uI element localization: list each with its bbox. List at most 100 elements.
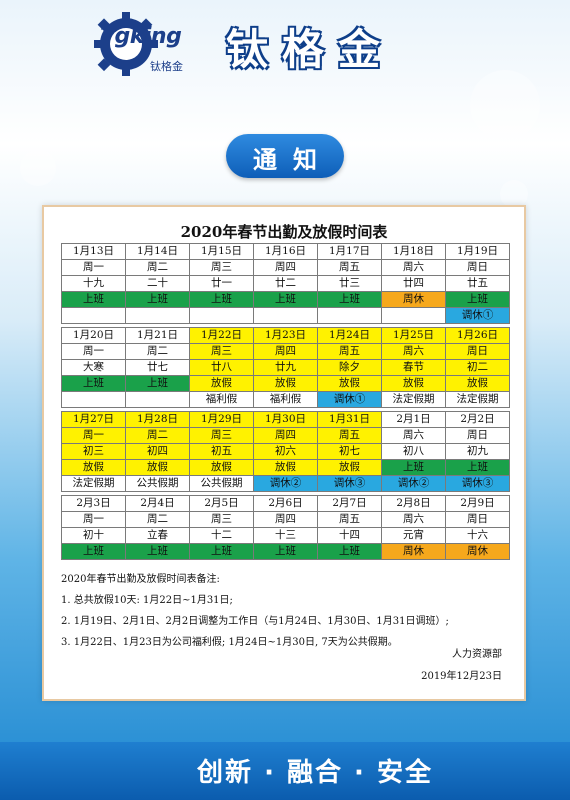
cell-weekdays: 周六 (381, 427, 446, 444)
cell-weekdays: 周一 (61, 511, 126, 528)
cell-weekdays: 周一 (61, 259, 126, 276)
cell-extra (61, 307, 126, 324)
row-dates: 1月27日 1月28日 1月29日 1月30日 1月31日 2月1日 2月2日 (61, 411, 510, 428)
cell-weekdays: 周五 (317, 343, 382, 360)
cell-dates: 1月16日 (253, 243, 318, 260)
cell-weekdays: 周六 (381, 259, 446, 276)
cell-dates: 1月18日 (381, 243, 446, 260)
cell-extra: 调休③ (445, 475, 510, 492)
row-status: 放假 放假 放假 放假 放假 上班 上班 (61, 459, 510, 476)
row-lunar: 初三 初四 初五 初六 初七 初八 初九 (61, 443, 510, 460)
note-item: 3. 1月22日、1月23日为公司福利假; 1月24日~1月30日, 7天为公共… (61, 637, 398, 648)
cell-lunar: 大寒 (61, 359, 126, 376)
cell-weekdays: 周三 (189, 259, 254, 276)
cell-extra: 调休② (253, 475, 318, 492)
cell-dates: 1月24日 (317, 327, 382, 344)
cell-extra: 调休① (317, 391, 382, 408)
cell-dates: 1月17日 (317, 243, 382, 260)
cell-lunar: 春节 (381, 359, 446, 376)
cell-status: 放假 (253, 459, 318, 476)
cell-extra (125, 307, 190, 324)
cell-status: 放假 (317, 459, 382, 476)
cell-status: 放假 (445, 375, 510, 392)
notice-label: 通知 (253, 146, 333, 174)
cell-weekdays: 周五 (317, 259, 382, 276)
cell-weekdays: 周二 (125, 427, 190, 444)
row-extra: 调休① (61, 307, 510, 324)
cell-status: 放假 (189, 459, 254, 476)
cell-dates: 1月21日 (125, 327, 190, 344)
cell-extra: 法定假期 (61, 475, 126, 492)
cell-status: 上班 (125, 375, 190, 392)
cell-dates: 1月31日 (317, 411, 382, 428)
cell-status: 周休 (381, 291, 446, 308)
cell-extra (189, 307, 254, 324)
notes-heading: 2020年春节出勤及放假时间表备注: (61, 574, 220, 585)
cell-status: 上班 (189, 543, 254, 560)
cell-lunar: 初六 (253, 443, 318, 460)
cell-extra: 调休① (445, 307, 510, 324)
cell-extra (381, 307, 446, 324)
cell-lunar: 初十 (61, 527, 126, 544)
footer-bar (0, 742, 570, 800)
cell-lunar: 初七 (317, 443, 382, 460)
cell-lunar: 初三 (61, 443, 126, 460)
cell-lunar: 廿三 (317, 275, 382, 292)
cell-status: 上班 (253, 291, 318, 308)
row-status: 上班 上班 上班 上班 上班 周休 周休 (61, 543, 510, 560)
cell-lunar: 十六 (445, 527, 510, 544)
cell-dates: 1月22日 (189, 327, 254, 344)
cell-extra: 法定假期 (445, 391, 510, 408)
cell-status: 上班 (125, 543, 190, 560)
notes: 2020年春节出勤及放假时间表备注: 1. 总共放假10天: 1月22日~1月3… (61, 569, 511, 653)
cell-weekdays: 周日 (445, 259, 510, 276)
row-dates: 1月20日 1月21日 1月22日 1月23日 1月24日 1月25日 1月26日 (61, 327, 510, 344)
footer-slogan: 创新 · 融合 · 安全 (197, 758, 433, 788)
cell-status: 上班 (445, 459, 510, 476)
row-weekdays: 周一 周二 周三 周四 周五 周六 周日 (61, 427, 510, 444)
cell-extra: 公共假期 (189, 475, 254, 492)
cell-extra: 调休② (381, 475, 446, 492)
row-weekdays: 周一 周二 周三 周四 周五 周六 周日 (61, 511, 510, 528)
cell-dates: 1月14日 (125, 243, 190, 260)
cell-dates: 1月13日 (61, 243, 126, 260)
cell-status: 上班 (253, 543, 318, 560)
notice-badge (226, 134, 344, 178)
department: 人力资源部 (452, 649, 502, 660)
cell-dates: 1月27日 (61, 411, 126, 428)
cell-status: 放假 (125, 459, 190, 476)
row-lunar: 初十 立春 十二 十三 十四 元宵 十六 (61, 527, 510, 544)
cell-dates: 2月5日 (189, 495, 254, 512)
week-table: 1月20日 1月21日 1月22日 1月23日 1月24日 1月25日 1月26日 周一 周二 周… (61, 327, 510, 408)
cell-status: 放假 (381, 375, 446, 392)
week-table: 2月3日 2月4日 2月5日 2月6日 2月7日 2月8日 2月9日 周一 周二 周三 周四 周五 周六… (61, 495, 510, 560)
cell-weekdays: 周三 (189, 511, 254, 528)
cell-weekdays: 周四 (253, 427, 318, 444)
cell-weekdays: 周五 (317, 511, 382, 528)
cell-lunar: 廿七 (125, 359, 190, 376)
cell-lunar: 除夕 (317, 359, 382, 376)
row-lunar: 十九 二十 廿一 廿二 廿三 廿四 廿五 (61, 275, 510, 292)
cell-weekdays: 周五 (317, 427, 382, 444)
cell-weekdays: 周一 (61, 343, 126, 360)
row-dates: 1月13日 1月14日 1月15日 1月16日 1月17日 1月18日 1月19日 (61, 243, 510, 260)
cell-lunar: 二十 (125, 275, 190, 292)
brand-name: 钛格金 (226, 25, 395, 74)
cell-weekdays: 周二 (125, 511, 190, 528)
week-table: 1月13日 1月14日 1月15日 1月16日 1月17日 1月18日 1月19日 周一 周二周… (61, 243, 510, 324)
cell-lunar: 廿八 (189, 359, 254, 376)
cell-lunar: 初四 (125, 443, 190, 460)
cell-status: 放假 (253, 375, 318, 392)
cell-lunar: 初五 (189, 443, 254, 460)
cell-lunar: 廿一 (189, 275, 254, 292)
cell-status: 放假 (61, 459, 126, 476)
cell-status: 上班 (61, 291, 126, 308)
decor-bubble (500, 180, 528, 208)
cell-dates: 1月28日 (125, 411, 190, 428)
schedule-card: 2020年春节出勤及放假时间表 1月13日 1月14日 1月15日 1月16日 1月17… (42, 205, 526, 701)
cell-weekdays: 周日 (445, 343, 510, 360)
cell-weekdays: 周二 (125, 343, 190, 360)
cell-dates: 1月15日 (189, 243, 254, 260)
cell-lunar: 廿五 (445, 275, 510, 292)
cell-dates: 2月2日 (445, 411, 510, 428)
